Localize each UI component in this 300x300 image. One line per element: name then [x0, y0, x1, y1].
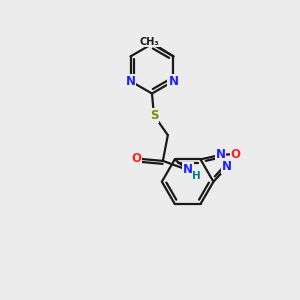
- Text: O: O: [131, 152, 141, 165]
- Text: N: N: [215, 148, 226, 161]
- Text: S: S: [150, 109, 158, 122]
- Text: H: H: [192, 171, 201, 181]
- Text: N: N: [125, 75, 136, 88]
- Text: N: N: [222, 160, 232, 173]
- Text: N: N: [168, 75, 178, 88]
- Text: CH₃: CH₃: [140, 37, 160, 46]
- Text: N: N: [183, 163, 193, 176]
- Text: O: O: [231, 148, 241, 160]
